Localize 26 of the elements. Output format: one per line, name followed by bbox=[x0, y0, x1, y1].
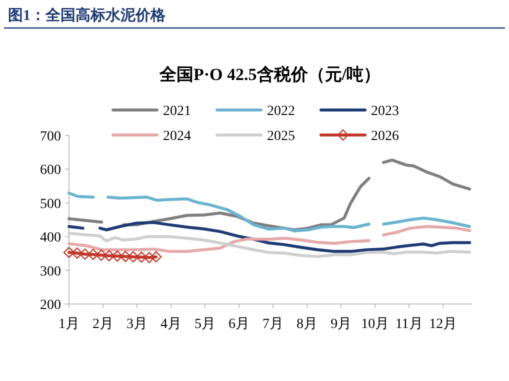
legend-label: 2023 bbox=[371, 104, 399, 119]
x-tick-label: 5月 bbox=[194, 317, 216, 332]
x-tick-label: 4月 bbox=[160, 317, 182, 332]
legend-label: 2022 bbox=[267, 104, 295, 119]
legend-label: 2024 bbox=[163, 129, 191, 144]
x-tick-label: 7月 bbox=[262, 317, 284, 332]
x-tick-label: 2月 bbox=[92, 317, 114, 332]
x-tick-label: 11月 bbox=[395, 317, 423, 332]
x-tick-label: 1月 bbox=[58, 317, 80, 332]
x-tick-label: 6月 bbox=[228, 317, 250, 332]
y-tick-label: 400 bbox=[40, 230, 61, 246]
y-tick-label: 500 bbox=[40, 196, 61, 212]
y-tick-label: 600 bbox=[40, 163, 61, 178]
x-tick-label: 12月 bbox=[429, 317, 458, 332]
annotation: 图1：全国高标水泥价格 bbox=[8, 8, 166, 24]
x-tick-label: 9月 bbox=[330, 317, 352, 332]
legend-label: 2025 bbox=[267, 129, 295, 144]
x-tick-label: 3月 bbox=[126, 317, 148, 332]
y-tick-label: 700 bbox=[40, 130, 61, 144]
legend-label: 2021 bbox=[163, 104, 191, 119]
x-tick-label: 10月 bbox=[361, 317, 390, 332]
chart-title: 全国P·O 42.5含税价（元/吨） bbox=[158, 65, 380, 84]
x-tick-label: 8月 bbox=[296, 317, 318, 332]
legend-label: 2026 bbox=[371, 129, 399, 144]
y-tick-label: 200 bbox=[40, 298, 61, 313]
y-tick-label: 300 bbox=[40, 264, 61, 280]
